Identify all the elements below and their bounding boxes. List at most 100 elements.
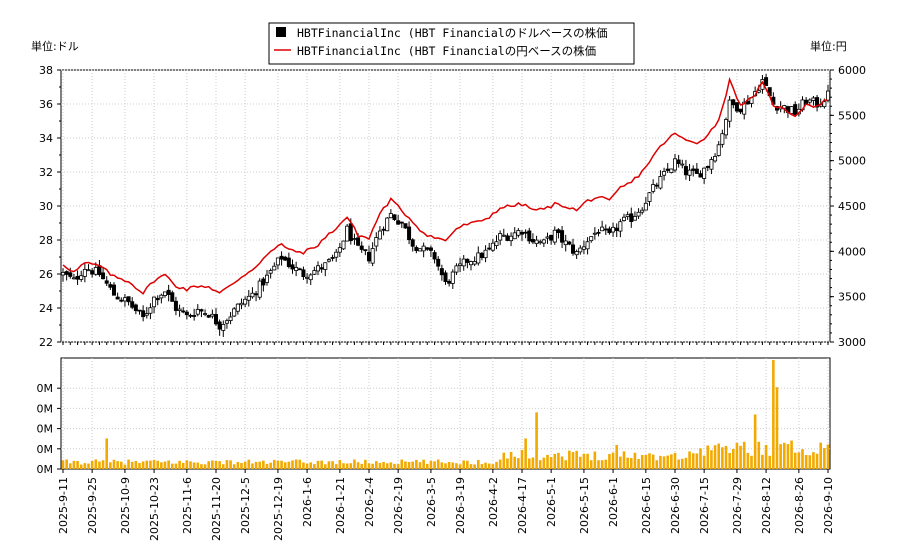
candle-body [476,252,481,264]
volume-bar [302,462,305,469]
volume-bar [491,464,495,469]
candle-body [636,211,641,217]
candle-body [221,324,226,331]
volume-bar [651,454,655,469]
candle-body [64,271,69,275]
candle-body [454,265,459,273]
x-tick-label: 2026-1-6 [301,477,314,527]
volume-bar [578,456,582,469]
volume-bar [254,461,258,469]
volume-bar [280,460,283,469]
volume-bar [739,445,742,469]
volume-bar [218,461,221,469]
volume-bar [473,464,476,469]
volume-bar [116,461,119,469]
volume-bar [291,460,294,469]
left-y-axis: 22 24 26 28 30 32 34 36 38 [39,64,61,349]
candle-body [184,311,189,316]
candle-body [578,247,583,253]
candle-body [130,301,135,308]
candle-body [811,97,816,101]
volume-bar [487,463,491,469]
volume-bar [94,459,98,469]
candle-body [101,272,106,280]
volume-tick-label: 0M [37,382,54,395]
volume-bar [130,461,134,469]
candle-body [581,246,586,250]
volume-bar [101,460,105,469]
candle-body [625,214,630,217]
candle-body [545,236,550,239]
candle-body [632,216,637,221]
candle-body [534,239,539,244]
candle-body [279,255,284,260]
candle-body [243,298,248,305]
candle-body [483,249,488,259]
candle-body [600,226,605,232]
volume-bar [323,464,327,469]
candle-body [647,192,652,202]
candle-body [366,251,371,262]
volume-bar [797,452,801,469]
left-tick-label: 28 [39,234,53,247]
volume-bar [648,453,651,469]
candle-body [82,269,87,277]
volume-bar [742,441,746,469]
candle-body [137,309,142,312]
x-tick-label: 2026-6-15 [640,477,653,534]
volume-bar [145,460,149,469]
candle-body [826,90,831,101]
candle-body [388,213,393,219]
volume-bar [673,452,677,469]
candle-body [687,169,692,176]
candle-body [494,241,499,247]
x-tick-label: 2026-7-15 [698,477,711,534]
candle-body [268,270,273,274]
volume-bar [251,463,254,469]
legend-square-marker [276,27,286,37]
candle-body [443,272,448,282]
candle-body [286,257,291,268]
volume-bar [706,445,710,469]
volume-bar [240,463,243,469]
volume-bar [629,458,633,469]
volume-bar [360,463,364,469]
x-tick-label: 2026-2-19 [392,477,405,534]
candle-body [490,242,495,251]
candle-body [122,297,127,302]
volume-bar [141,461,145,469]
volume-bar [364,459,367,469]
candle-body [622,216,627,221]
volume-bar [513,456,517,469]
right-tick-label: 5000 [838,155,866,168]
candle-body [283,256,288,261]
volume-bar [451,462,455,469]
volume-bar [670,454,673,469]
volume-bar [761,454,764,469]
candle-body [381,228,386,231]
candle-body [356,237,361,246]
volume-bar [269,462,272,469]
x-tick-label: 2026-3-5 [425,477,438,527]
volume-bar [728,452,731,469]
volume-bar [775,387,779,469]
candle-body [119,299,124,302]
x-tick-label: 2026-7-29 [731,477,744,534]
x-axis: 2025-9-11 2025-9-25 2025-10-9 2025-10-23 202… [57,469,835,541]
volume-bar [702,455,706,469]
volume-bar [560,456,564,469]
volume-bar [735,442,739,469]
volume-bar [476,459,480,469]
x-tick-label: 2026-1-21 [334,477,347,534]
volume-bar [196,462,200,469]
volume-bar [440,462,444,469]
candle-body [458,263,463,266]
volume-bar [203,464,207,469]
volume-bars [61,360,830,469]
candle-body [509,235,514,242]
price-grid [61,69,830,345]
candle-body [607,228,612,234]
candle-body [261,278,266,286]
volume-bar [349,463,353,469]
